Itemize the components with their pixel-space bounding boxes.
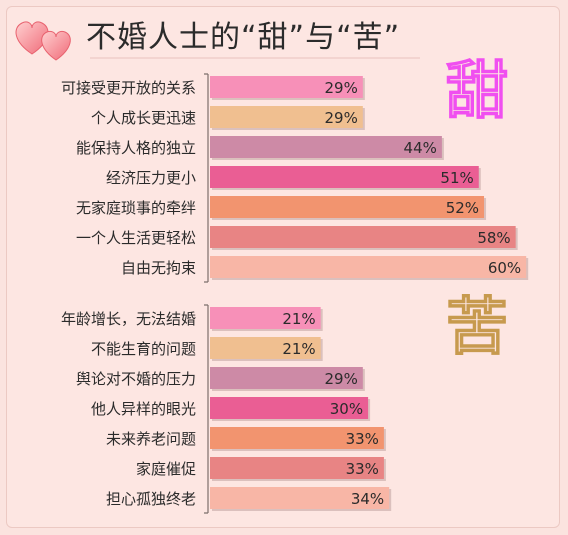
chart-title: 不婚人士的“甜”与“苦” xyxy=(86,20,401,55)
value-label: 51% xyxy=(440,169,473,187)
category-label: 可接受更开放的关系 xyxy=(61,79,196,97)
category-label: 他人异样的眼光 xyxy=(91,400,196,418)
category-label: 年龄增长，无法结婚 xyxy=(61,310,196,328)
value-label: 58% xyxy=(477,229,510,247)
value-label: 60% xyxy=(488,259,521,277)
category-label: 经济压力更小 xyxy=(106,169,196,187)
category-label: 无家庭琐事的牵绊 xyxy=(76,199,196,217)
bar xyxy=(210,76,363,98)
value-label: 33% xyxy=(346,460,379,478)
value-label: 44% xyxy=(404,139,437,157)
bar xyxy=(210,457,384,479)
value-label: 33% xyxy=(346,430,379,448)
bar xyxy=(210,487,390,509)
value-label: 30% xyxy=(330,400,363,418)
category-label: 担心孤独终老 xyxy=(106,490,196,508)
category-label: 不能生育的问题 xyxy=(91,340,196,358)
category-label: 个人成长更迅速 xyxy=(91,109,196,127)
value-label: 21% xyxy=(282,340,315,358)
y-axis-1 xyxy=(204,304,209,514)
value-label: 21% xyxy=(282,310,315,328)
bar xyxy=(210,226,516,248)
category-label: 自由无拘束 xyxy=(121,259,196,277)
value-label: 29% xyxy=(324,109,357,127)
two-hearts-icon xyxy=(15,21,71,61)
category-label: 能保持人格的独立 xyxy=(76,139,196,157)
bar xyxy=(210,106,363,128)
bar xyxy=(210,166,479,188)
bar xyxy=(210,427,384,449)
value-label: 29% xyxy=(324,79,357,97)
category-label: 家庭催促 xyxy=(136,460,196,478)
bar xyxy=(210,196,485,218)
category-label: 一个人生活更轻松 xyxy=(76,229,196,247)
value-label: 34% xyxy=(351,490,384,508)
category-label: 未来养老问题 xyxy=(106,430,196,448)
value-label: 52% xyxy=(446,199,479,217)
category-label: 舆论对不婚的压力 xyxy=(76,370,196,388)
value-label: 29% xyxy=(324,370,357,388)
bar xyxy=(210,256,527,278)
bar xyxy=(210,397,369,419)
bitter-section-label: 苦 xyxy=(445,290,509,363)
bar xyxy=(210,307,321,329)
sweet-section-label: 甜 xyxy=(445,54,509,127)
bar xyxy=(210,367,363,389)
y-axis-0 xyxy=(204,73,209,283)
bar xyxy=(210,136,442,158)
bar xyxy=(210,337,321,359)
